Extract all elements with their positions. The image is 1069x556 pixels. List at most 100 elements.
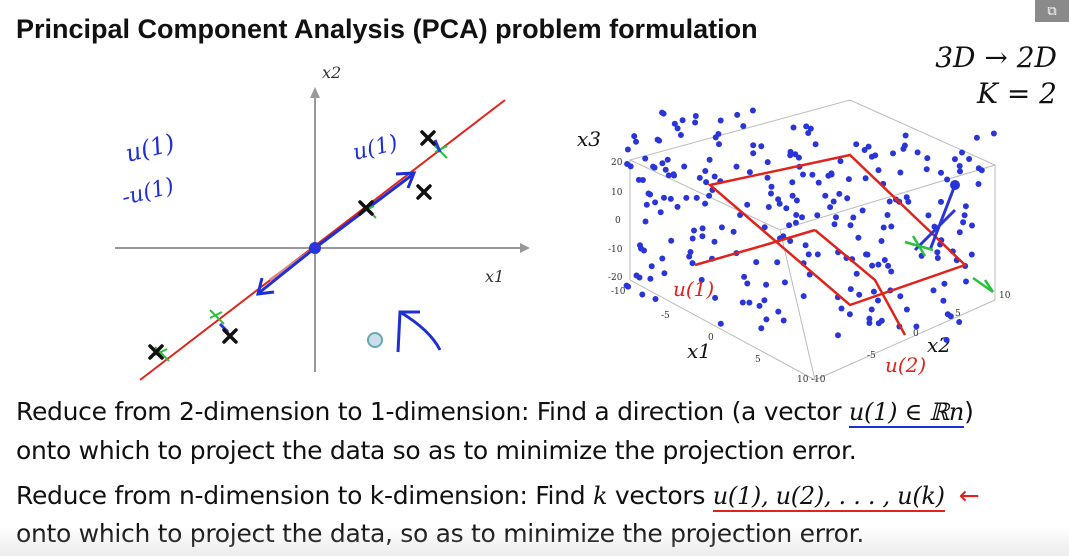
scatter-point — [786, 222, 793, 229]
scatter-point — [654, 136, 661, 143]
scatter-point — [692, 113, 699, 119]
scatter-point — [702, 168, 709, 174]
scatter-point — [703, 179, 710, 186]
scatter-point — [859, 207, 866, 214]
scatter-point — [764, 159, 771, 166]
scatter-point — [793, 197, 800, 204]
projected-points — [154, 143, 448, 362]
x-axis-arrowhead — [520, 243, 530, 253]
scatter-point — [739, 299, 746, 306]
scatter-point — [665, 172, 672, 179]
data-points — [148, 130, 436, 360]
u1-vector-3d — [694, 228, 816, 267]
scatter-point — [667, 195, 674, 202]
line3-vectors-math: u(1), u(2), . . . , u(k) — [712, 482, 945, 512]
scatter-point — [835, 332, 841, 339]
scatter-point — [963, 278, 969, 285]
scatter-point — [941, 280, 948, 287]
scatter-point — [845, 176, 852, 183]
neg-u1-vector — [259, 246, 316, 294]
line1-vector-math: u(1) ∈ ℝn — [848, 398, 965, 428]
scatter-point — [900, 145, 907, 152]
scatter-point — [657, 209, 664, 216]
svg-text:-5: -5 — [867, 351, 876, 361]
scatter-point — [875, 261, 882, 268]
scatter-point — [706, 192, 713, 199]
svg-text:10: 10 — [797, 375, 809, 385]
scatter-point — [642, 218, 649, 225]
plot-3d: 20 10 0 -10 -20 -10 -5 0 5 10 -10 -5 0 5… — [577, 99, 1011, 385]
video-bottom-fade — [0, 526, 1069, 556]
hand-drawn-arrow — [396, 310, 442, 353]
scatter-point — [846, 311, 853, 318]
green-marks-3d — [904, 235, 995, 294]
scatter-point — [659, 160, 666, 167]
scatter-point — [875, 297, 881, 304]
svg-text:-10: -10 — [611, 287, 626, 297]
scatter-point — [799, 214, 805, 221]
scatter-point — [775, 308, 782, 315]
slide-title: Principal Component Analysis (PCA) probl… — [16, 14, 758, 44]
scatter-point — [990, 130, 997, 137]
scatter-point — [930, 287, 937, 294]
neg-u1-handwritten-label: -u(1) — [119, 174, 176, 211]
scatter-point — [940, 297, 947, 304]
u1-arrowhead — [395, 171, 417, 189]
dimension-note: 3D → 2D K = 2 — [935, 40, 1057, 112]
scatter-point — [693, 194, 700, 201]
scatter-point — [866, 320, 873, 326]
u2-handwritten-3d: u(2) — [885, 353, 926, 377]
scatter-point — [661, 194, 667, 201]
scatter-point — [837, 158, 844, 165]
x2-axis-label: x2 — [322, 63, 341, 82]
popout-icon[interactable]: ⧉ — [1035, 0, 1069, 22]
scatter-point — [905, 198, 912, 205]
scatter-point — [847, 222, 854, 229]
scatter-point — [903, 194, 910, 201]
scatter-point — [844, 195, 851, 202]
scatter-point — [631, 133, 638, 140]
scatter-point — [968, 251, 975, 258]
scatter-point — [875, 167, 882, 174]
u1-handwritten-label: u(1) — [123, 129, 178, 168]
x1-axis-label-3d: x1 — [687, 339, 711, 363]
k-value-label: K = 2 — [977, 77, 1057, 110]
scatter-point — [623, 282, 630, 289]
scatter-point — [881, 257, 888, 263]
scatter-point — [633, 272, 640, 279]
scatter-point — [717, 117, 724, 124]
scatter-point — [691, 227, 697, 234]
scatter-point — [957, 168, 963, 175]
scatter-point — [638, 245, 644, 252]
scatter-point — [746, 299, 753, 306]
scatter-point — [746, 169, 753, 176]
scatter-point — [674, 125, 681, 132]
scatter-point — [969, 222, 975, 229]
scatter-point — [761, 224, 768, 231]
scatter-point — [744, 201, 751, 208]
projection-stub — [913, 208, 957, 252]
scatter-point — [872, 152, 879, 159]
z-axis-ticks: 20 10 0 -10 -20 — [608, 158, 623, 283]
scatter-point — [885, 262, 892, 269]
scatter-point — [768, 190, 774, 197]
svg-text:10: 10 — [999, 291, 1011, 301]
scatter-point — [956, 319, 963, 325]
scatter-point — [702, 200, 709, 207]
scatter-point — [886, 198, 893, 205]
scatter-point — [944, 176, 951, 183]
scatter-point — [698, 276, 705, 283]
scatter-point — [775, 196, 782, 203]
scatter-point — [689, 260, 696, 267]
scatter-point — [692, 119, 699, 126]
svg-text:5: 5 — [955, 309, 961, 319]
scatter-point — [847, 286, 854, 293]
scatter-point — [975, 165, 982, 172]
scatter-point — [913, 323, 920, 330]
scatter-point — [650, 163, 657, 170]
scatter-point — [800, 171, 806, 178]
scatter-point — [888, 223, 895, 230]
scatter-point — [718, 224, 725, 231]
u2-vector-3d — [814, 229, 907, 336]
scatter-point — [699, 233, 706, 240]
